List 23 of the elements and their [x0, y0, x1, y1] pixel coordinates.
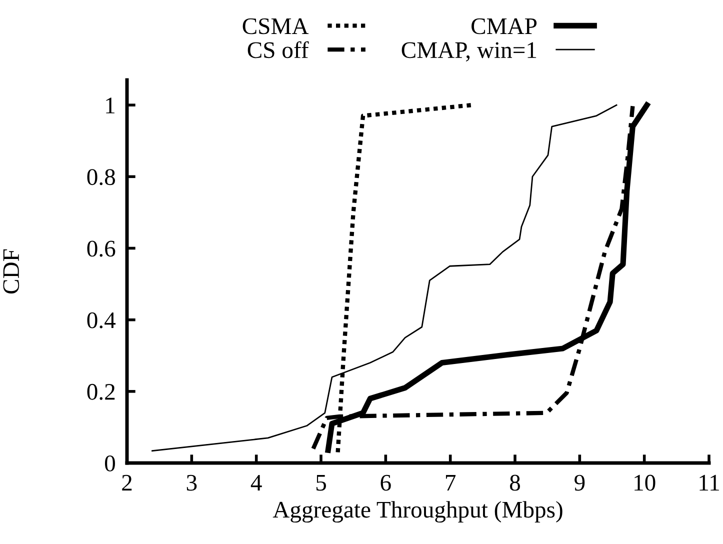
x-tick-label: 7: [446, 475, 456, 490]
y-tick-label: 0.2: [87, 384, 115, 400]
x-tick-label: 6: [380, 474, 391, 491]
x-tick-label: 8: [510, 474, 520, 491]
y-tick-label: 0.8: [87, 169, 115, 186]
legend-label: CMAP, win=1: [402, 42, 536, 62]
line-series: [152, 104, 618, 452]
y-axis-title: CDF: [3, 249, 20, 294]
x-tick-label: 10: [634, 474, 656, 491]
legend-label: CS off: [248, 41, 309, 58]
x-tick-label: 5: [316, 475, 326, 491]
legend-label: CMAP: [472, 18, 537, 34]
x-axis-title: Aggregate Throughput (Mbps): [272, 501, 562, 523]
y-tick-label: 0.6: [87, 240, 116, 257]
x-tick-label: 3: [186, 474, 197, 491]
legend-label: CSMA: [242, 18, 309, 34]
x-tick-label: 11: [700, 474, 719, 490]
x-tick-label: 4: [250, 474, 262, 490]
x-tick-label: 2: [122, 474, 132, 490]
y-tick-label: 0: [104, 455, 115, 472]
x-tick-label: 9: [574, 474, 585, 491]
y-tick-label: 1: [106, 98, 114, 114]
y-tick-label: 0.4: [87, 312, 116, 328]
